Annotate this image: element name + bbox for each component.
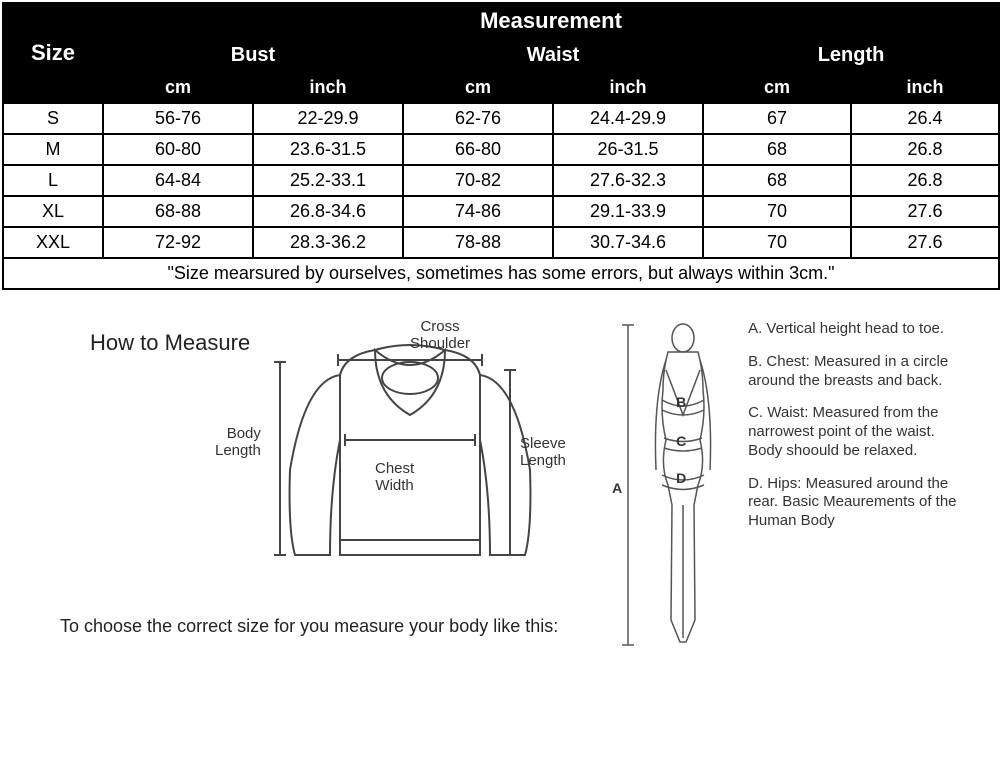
cell-bust_cm: 60-80 bbox=[103, 134, 253, 165]
cell-bust_cm: 64-84 bbox=[103, 165, 253, 196]
header-size: Size bbox=[3, 3, 103, 103]
cell-len_in: 26.4 bbox=[851, 103, 999, 134]
figure-label-a: A bbox=[612, 480, 622, 496]
cell-bust_cm: 72-92 bbox=[103, 227, 253, 258]
cell-len_in: 27.6 bbox=[851, 227, 999, 258]
header-length: Length bbox=[703, 39, 999, 72]
cell-waist_cm: 62-76 bbox=[403, 103, 553, 134]
cell-waist_cm: 66-80 bbox=[403, 134, 553, 165]
label-chest-width: ChestWidth bbox=[375, 460, 414, 495]
size-chart-table: Size Measurement Bust Waist Length cm in… bbox=[2, 2, 1000, 290]
table-row: XL68-8826.8-34.674-8629.1-33.97027.6 bbox=[3, 196, 999, 227]
cell-size: S bbox=[3, 103, 103, 134]
cell-bust_in: 25.2-33.1 bbox=[253, 165, 403, 196]
howto-right: A B C D A. Vertical height head to toe. … bbox=[608, 320, 980, 650]
cell-waist_in: 30.7-34.6 bbox=[553, 227, 703, 258]
cell-waist_in: 29.1-33.9 bbox=[553, 196, 703, 227]
cell-bust_cm: 68-88 bbox=[103, 196, 253, 227]
cell-bust_in: 22-29.9 bbox=[253, 103, 403, 134]
how-to-measure-section: How to Measure CrossShoulder BodyLength … bbox=[0, 320, 1000, 670]
figure-label-b: B bbox=[676, 394, 686, 410]
cell-len_in: 26.8 bbox=[851, 165, 999, 196]
size-note: "Size mearsured by ourselves, sometimes … bbox=[3, 258, 999, 289]
cell-waist_cm: 78-88 bbox=[403, 227, 553, 258]
header-measurement: Measurement bbox=[103, 3, 999, 39]
header-len-in: inch bbox=[851, 72, 999, 103]
legend-a: A. Vertical height head to toe. bbox=[748, 320, 968, 339]
label-cross-shoulder: CrossShoulder bbox=[410, 318, 470, 353]
header-bust-cm: cm bbox=[103, 72, 253, 103]
howto-left: How to Measure CrossShoulder BodyLength … bbox=[60, 320, 608, 650]
size-table-body: S56-7622-29.962-7624.4-29.96726.4M60-802… bbox=[3, 103, 999, 258]
header-waist: Waist bbox=[403, 39, 703, 72]
header-bust-in: inch bbox=[253, 72, 403, 103]
table-row: S56-7622-29.962-7624.4-29.96726.4 bbox=[3, 103, 999, 134]
label-body-length: BodyLength bbox=[215, 425, 261, 460]
legend-d: D. Hips: Measured around the rear. Basic… bbox=[748, 475, 968, 531]
cell-len_in: 26.8 bbox=[851, 134, 999, 165]
body-figure: A B C D bbox=[608, 320, 738, 650]
cell-bust_cm: 56-76 bbox=[103, 103, 253, 134]
howto-choose-text: To choose the correct size for you measu… bbox=[60, 616, 608, 637]
cell-waist_in: 26-31.5 bbox=[553, 134, 703, 165]
cell-len_cm: 68 bbox=[703, 165, 851, 196]
cell-len_cm: 67 bbox=[703, 103, 851, 134]
header-waist-cm: cm bbox=[403, 72, 553, 103]
header-len-cm: cm bbox=[703, 72, 851, 103]
cell-size: XXL bbox=[3, 227, 103, 258]
header-waist-in: inch bbox=[553, 72, 703, 103]
table-row: XXL72-9228.3-36.278-8830.7-34.67027.6 bbox=[3, 227, 999, 258]
cell-bust_in: 26.8-34.6 bbox=[253, 196, 403, 227]
cell-waist_in: 24.4-29.9 bbox=[553, 103, 703, 134]
cell-size: XL bbox=[3, 196, 103, 227]
legend-b: B. Chest: Measured in a circle around th… bbox=[748, 353, 968, 391]
figure-label-c: C bbox=[676, 433, 686, 449]
cell-bust_in: 23.6-31.5 bbox=[253, 134, 403, 165]
cell-len_cm: 70 bbox=[703, 196, 851, 227]
cell-waist_cm: 70-82 bbox=[403, 165, 553, 196]
cell-len_in: 27.6 bbox=[851, 196, 999, 227]
label-sleeve-length: SleeveLength bbox=[520, 435, 566, 470]
cell-bust_in: 28.3-36.2 bbox=[253, 227, 403, 258]
legend: A. Vertical height head to toe. B. Chest… bbox=[738, 320, 968, 650]
shirt-diagram: CrossShoulder BodyLength ChestWidth Slee… bbox=[210, 320, 620, 600]
figure-label-d: D bbox=[676, 470, 686, 486]
table-row: L64-8425.2-33.170-8227.6-32.36826.8 bbox=[3, 165, 999, 196]
legend-c: C. Waist: Measured from the narrowest po… bbox=[748, 404, 968, 460]
cell-size: L bbox=[3, 165, 103, 196]
cell-len_cm: 70 bbox=[703, 227, 851, 258]
header-bust: Bust bbox=[103, 39, 403, 72]
body-figure-icon bbox=[608, 320, 738, 650]
cell-waist_in: 27.6-32.3 bbox=[553, 165, 703, 196]
table-row: M60-8023.6-31.566-8026-31.56826.8 bbox=[3, 134, 999, 165]
cell-len_cm: 68 bbox=[703, 134, 851, 165]
cell-waist_cm: 74-86 bbox=[403, 196, 553, 227]
cell-size: M bbox=[3, 134, 103, 165]
